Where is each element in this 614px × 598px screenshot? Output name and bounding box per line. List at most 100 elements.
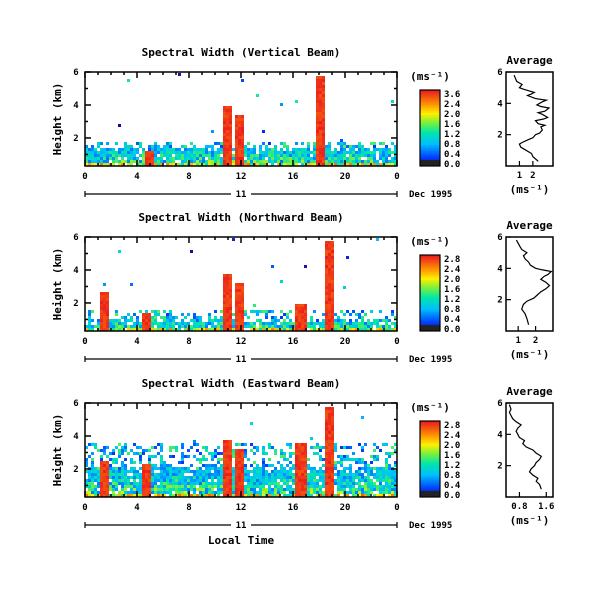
y-tick-label: 6 [73,233,78,243]
y-axis-label: Height (km) [51,414,64,487]
colorbar-tick-label: 1.6 [444,120,460,130]
colorbar-tick-label: 2.8 [444,255,460,265]
profile-line [513,74,551,162]
x-tick-label: 0 [394,172,399,182]
profile-y-tick-label: 6 [497,399,502,409]
date-axis-day: 11 [236,355,247,365]
colorbar-tick-label: 1.6 [444,451,460,461]
x-tick-label: 4 [134,172,140,182]
x-tick-label: 12 [236,503,247,513]
y-tick-label: 4 [73,266,79,276]
x-tick-label: 4 [134,337,140,347]
profile-x-label: (ms⁻¹) [510,183,550,196]
heatmap [85,238,397,331]
colorbar-tick-label: 0.4 [444,481,461,491]
date-axis-gap [231,189,251,199]
x-tick-label: 20 [340,503,351,513]
profile-title: Average [506,54,553,67]
profile-line [515,239,553,325]
colorbar-tick-label: 1.6 [444,285,460,295]
profile-x-tick-label: 0.8 [511,502,527,512]
profile-x-tick-label: 1 [517,171,522,181]
panel-3: Spectral Width (Eastward Beam)0 4 8 12 16 20 0… [51,377,554,547]
colorbar-label: (ms⁻¹) [410,401,450,414]
colorbar-tick-label: 1.2 [444,130,460,140]
profile-x-tick-label: 2 [533,336,538,346]
x-tick-label: 8 [186,337,191,347]
colorbar [419,420,441,498]
colorbar-tick-label: 0.0 [444,160,460,170]
colorbar-tick-label: 2.0 [444,275,460,285]
profile-title: Average [506,219,553,232]
colorbar-tick-label: 2.4 [444,431,461,441]
profile-y-tick-label: 6 [497,233,502,243]
colorbar-tick-label: 0.8 [444,305,460,315]
profile-x-label: (ms⁻¹) [510,348,550,361]
colorbar-tick-label: 0.0 [444,325,460,335]
colorbar-label: (ms⁻¹) [410,235,450,248]
profile-y-tick-label: 6 [497,68,502,78]
colorbar-tick-label: 2.8 [444,421,460,431]
y-tick-label: 2 [73,465,78,475]
profile-y-tick-label: 4 [497,99,503,109]
x-tick-label: 16 [288,337,299,347]
y-tick-label: 6 [73,399,78,409]
profile-y-tick-label: 2 [497,462,502,472]
colorbar-tick-label: 2.0 [444,441,460,451]
panel-2: Spectral Width (Northward Beam)0 4 8 12 16 20… [51,211,554,365]
x-tick-label: 16 [288,503,299,513]
date-axis-day: 11 [236,521,247,531]
date-axis-label: Dec 1995 [409,190,452,200]
profile-frame [505,71,554,167]
date-axis-day: 11 [236,190,247,200]
x-tick-label: 4 [134,503,140,513]
colorbar [419,254,441,332]
profile-y-tick-label: 2 [497,131,502,141]
x-tick-label: 0 [82,337,87,347]
date-axis-gap [231,520,251,530]
colorbar-tick-label: 1.2 [444,295,460,305]
y-tick-label: 4 [73,101,79,111]
x-tick-label: 0 [394,337,399,347]
colorbar-tick-label: 0.0 [444,491,460,501]
y-tick-label: 4 [73,432,79,442]
y-tick-label: 6 [73,68,78,78]
x-tick-label: 16 [288,172,299,182]
x-tick-label: 8 [186,172,191,182]
profile-frame [505,402,554,498]
colorbar-tick-label: 0.4 [444,150,461,160]
colorbar [419,89,441,167]
date-axis-label: Dec 1995 [409,521,452,531]
heatmap [85,407,397,497]
colorbar-tick-label: 1.2 [444,461,460,471]
colorbar-tick-label: 2.4 [444,265,461,275]
panel-title: Spectral Width (Vertical Beam) [142,46,341,59]
panel-1: Spectral Width (Vertical Beam)0 4 8 12 16 20 0… [51,46,554,200]
profile-x-tick-label: 1.6 [538,502,554,512]
profile-y-tick-label: 4 [497,264,503,274]
colorbar-tick-label: 0.8 [444,140,460,150]
x-tick-label: 12 [236,172,247,182]
profile-title: Average [506,385,553,398]
colorbar-tick-label: 0.4 [444,315,461,325]
colorbar-tick-label: 0.8 [444,471,460,481]
x-tick-label: 8 [186,503,191,513]
x-tick-label: 0 [82,172,87,182]
panel-title: Spectral Width (Eastward Beam) [142,377,341,390]
profile-x-label: (ms⁻¹) [510,514,550,527]
y-tick-label: 2 [73,299,78,309]
profile-y-tick-label: 2 [497,296,502,306]
colorbar-label: (ms⁻¹) [410,70,450,83]
colorbar-tick-label: 2.4 [444,100,461,110]
colorbar-frame [419,420,441,498]
profile-x-tick-label: 2 [530,171,535,181]
colorbar-frame [419,89,441,167]
profile-x-tick-label: 1 [515,336,520,346]
x-axis-label: Local Time [208,534,275,547]
x-tick-label: 20 [340,337,351,347]
y-axis-label: Height (km) [51,83,64,156]
colorbar-frame [419,254,441,332]
profile-line [508,404,543,490]
profile-frame [505,236,554,332]
